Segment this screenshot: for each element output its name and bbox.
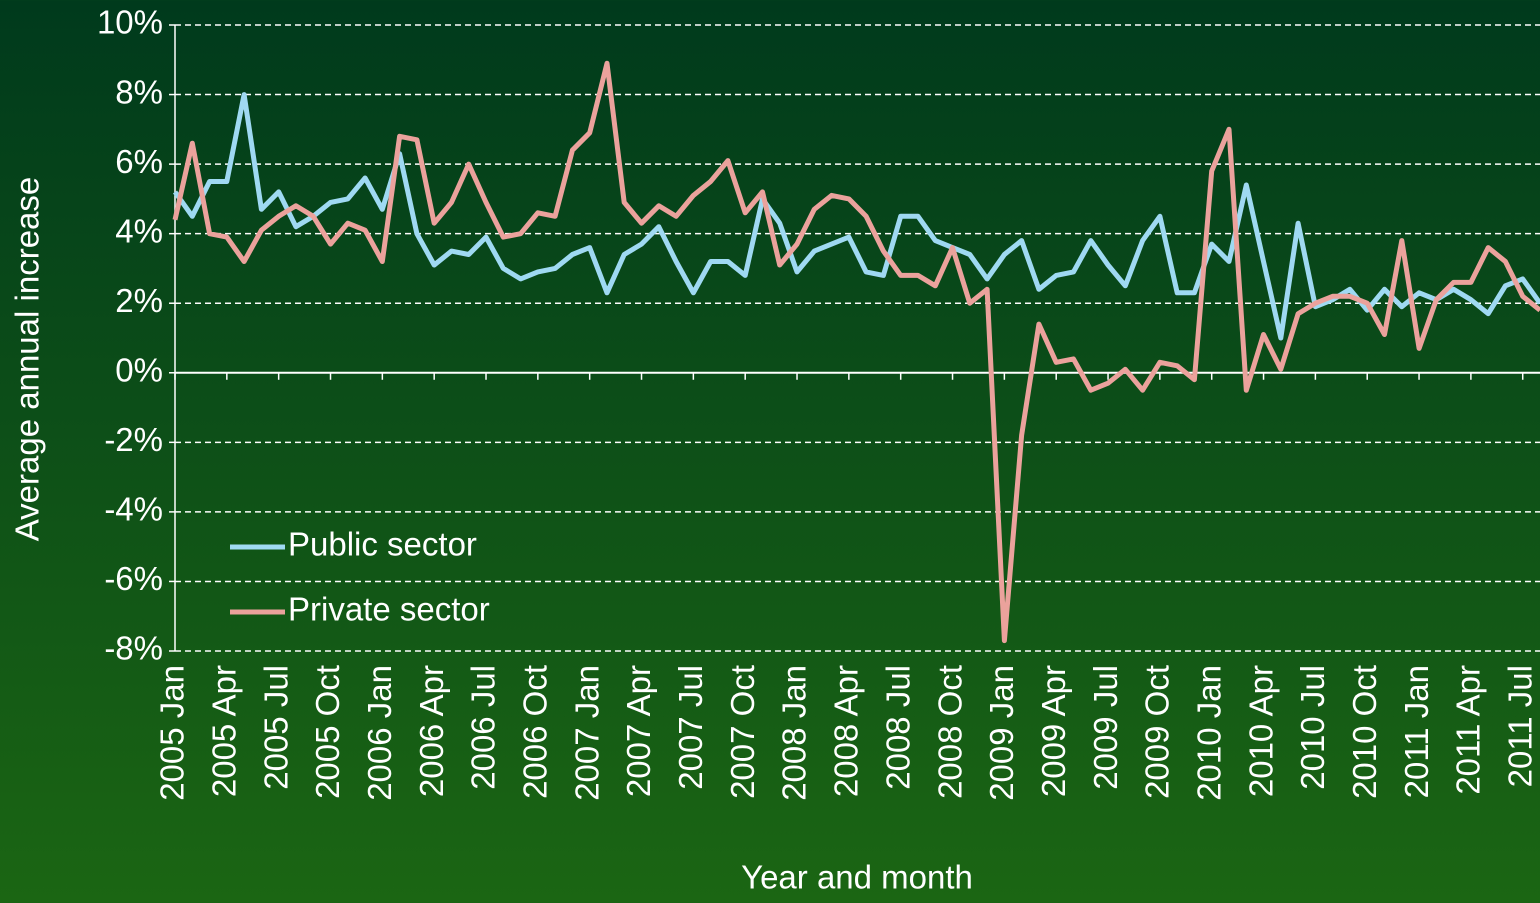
y-tick-label: -8% bbox=[104, 630, 163, 667]
x-tick-label: 2011 Jul bbox=[1501, 665, 1538, 787]
x-tick-label: 2010 Apr bbox=[1242, 665, 1279, 797]
x-tick-label: 2009 Apr bbox=[1035, 665, 1072, 797]
x-tick-label: 2009 Jul bbox=[1087, 665, 1124, 790]
x-tick-label: 2010 Jan bbox=[1190, 665, 1227, 801]
x-tick-label: 2010 Oct bbox=[1346, 665, 1383, 799]
y-tick-label: 2% bbox=[115, 282, 163, 319]
y-axis-title: Average annual increase bbox=[9, 177, 46, 541]
x-tick-label: 2010 Jul bbox=[1294, 665, 1331, 790]
y-tick-label: 4% bbox=[115, 212, 163, 249]
x-tick-label: 2008 Oct bbox=[931, 665, 968, 799]
legend-label: Private sector bbox=[288, 591, 490, 628]
x-tick-label: 2009 Jan bbox=[983, 665, 1020, 801]
y-tick-label: 10% bbox=[97, 4, 163, 41]
x-tick-label: 2005 Apr bbox=[206, 665, 243, 797]
x-tick-label: 2007 Jul bbox=[672, 665, 709, 790]
data-line bbox=[172, 60, 1540, 644]
x-tick-label: 2005 Jul bbox=[257, 665, 294, 790]
x-axis-title: Year and month bbox=[741, 859, 973, 896]
x-tick-label: 2011 Jan bbox=[1398, 665, 1435, 798]
x-tick-label: 2007 Jan bbox=[568, 665, 605, 801]
data-line bbox=[172, 92, 1540, 341]
y-tick-label: 0% bbox=[115, 351, 163, 388]
x-tick-label: 2009 Oct bbox=[1139, 665, 1176, 799]
x-tick-label: 2008 Jan bbox=[776, 665, 813, 801]
x-tick-label: 2006 Jan bbox=[361, 665, 398, 801]
x-tick-label: 2006 Jul bbox=[465, 665, 502, 790]
x-tick-label: 2006 Apr bbox=[413, 665, 450, 797]
x-tick-label: 2007 Oct bbox=[724, 665, 761, 799]
x-tick-label: 2005 Oct bbox=[309, 665, 346, 799]
x-tick-label: 2005 Jan bbox=[154, 665, 191, 801]
y-tick-label: -6% bbox=[104, 560, 163, 597]
legend-label: Public sector bbox=[288, 526, 477, 563]
y-tick-label: -4% bbox=[104, 491, 163, 528]
x-tick-label: 2007 Apr bbox=[620, 665, 657, 797]
x-tick-label: 2008 Jul bbox=[879, 665, 916, 790]
y-tick-label: 8% bbox=[115, 73, 163, 110]
x-tick-label: 2006 Oct bbox=[517, 665, 554, 799]
x-tick-label: 2008 Apr bbox=[828, 665, 865, 797]
y-tick-label: 6% bbox=[115, 143, 163, 180]
x-tick-label: 2011 Apr bbox=[1450, 665, 1487, 795]
y-tick-label: -2% bbox=[104, 421, 163, 458]
